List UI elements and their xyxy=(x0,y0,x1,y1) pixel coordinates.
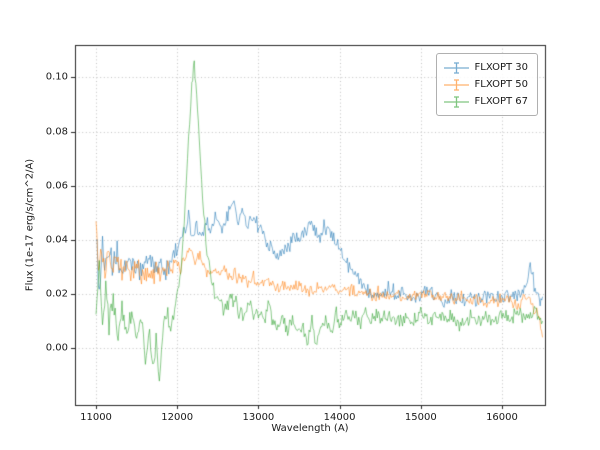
x-tick-label: 12000 xyxy=(161,412,194,423)
y-tick-label: 0.04 xyxy=(45,234,68,246)
x-tick-label: 16000 xyxy=(486,412,518,423)
legend-label: FLXOPT 67 xyxy=(474,96,528,107)
legend-item-flxopt-50: FLXOPT 50 xyxy=(443,76,528,93)
errorbar-line-icon xyxy=(443,78,469,92)
y-tick-label: 0.02 xyxy=(45,288,68,300)
x-tick-label: 11000 xyxy=(80,412,112,423)
x-tick-label: 13000 xyxy=(242,412,275,423)
legend-label: FLXOPT 30 xyxy=(474,62,528,73)
legend: FLXOPT 30 FLXOPT 50 xyxy=(435,53,538,116)
y-axis-label: Flux (1e-17 erg/s/cm^2/A) xyxy=(24,158,36,292)
legend-item-flxopt-67: FLXOPT 67 xyxy=(443,93,528,110)
y-tick-label: 0.10 xyxy=(45,71,68,83)
y-tick-label: 0.08 xyxy=(45,126,68,138)
x-axis-label: Wavelength (A) xyxy=(271,423,349,434)
legend-label: FLXOPT 50 xyxy=(474,79,528,90)
y-tick-label: 0.06 xyxy=(45,180,68,192)
y-tick-label: 0.00 xyxy=(45,342,68,354)
errorbar-line-icon xyxy=(443,95,469,109)
legend-item-flxopt-30: FLXOPT 30 xyxy=(443,59,528,76)
x-tick-label: 14000 xyxy=(323,412,356,423)
x-tick-label: 15000 xyxy=(404,412,437,423)
errorbar-line-icon xyxy=(443,61,469,75)
